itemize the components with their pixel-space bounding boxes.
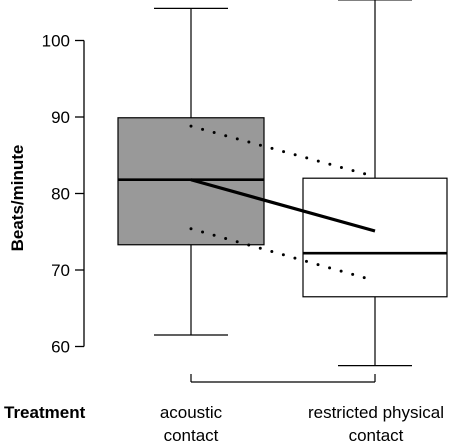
y-tick-label: 60: [51, 338, 70, 357]
y-tick-label: 80: [51, 185, 70, 204]
y-tick-label: 90: [51, 108, 70, 127]
group-2-label-line-1: restricted physical: [308, 403, 444, 422]
ci-lower-dotted-line: [189, 227, 377, 283]
group-2-box: [302, 177, 448, 298]
group-1-label-line-1: acoustic: [160, 403, 223, 422]
mean-trend-line: [190, 178, 376, 233]
group-1-label-line-2: contact: [164, 426, 219, 445]
ci-upper-dotted-line: [189, 124, 377, 179]
treatment-label: Treatment: [4, 403, 86, 422]
y-tick-label: 70: [51, 261, 70, 280]
y-axis-label: Beats/minute: [8, 145, 27, 252]
group-2-label-line-2: contact: [349, 426, 404, 445]
y-tick-label: 100: [42, 32, 70, 51]
